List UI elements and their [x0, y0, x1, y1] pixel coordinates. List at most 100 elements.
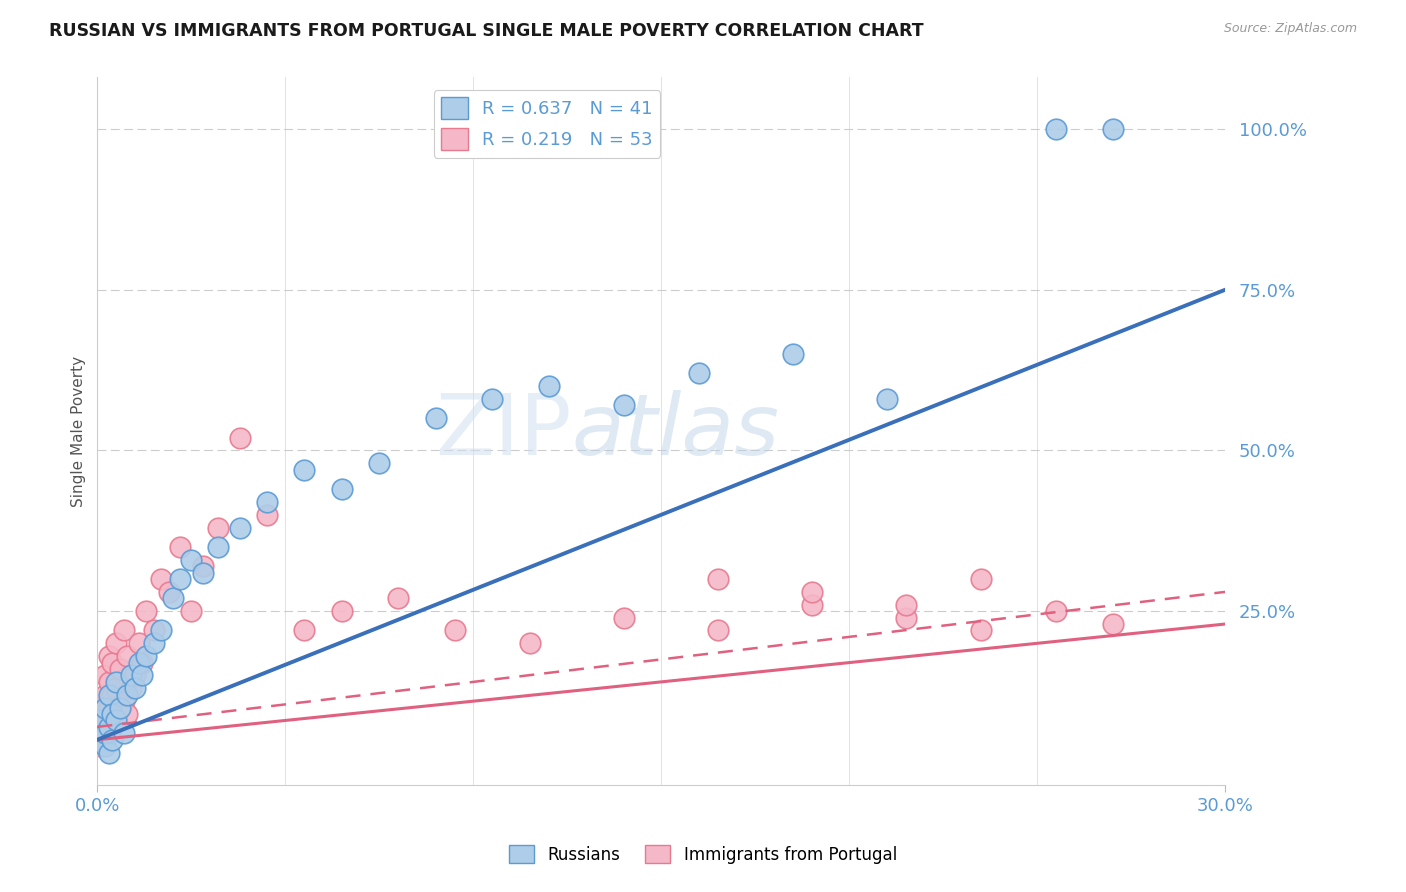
- Text: atlas: atlas: [571, 390, 779, 473]
- Point: [613, 610, 636, 624]
- Point: [124, 681, 146, 696]
- Y-axis label: Single Male Poverty: Single Male Poverty: [72, 356, 86, 507]
- Point: [97, 674, 120, 689]
- Point: [169, 540, 191, 554]
- Point: [90, 739, 112, 754]
- Point: [94, 700, 117, 714]
- Point: [117, 649, 139, 664]
- Point: [894, 610, 917, 624]
- Point: [180, 604, 202, 618]
- Point: [112, 694, 135, 708]
- Point: [124, 668, 146, 682]
- Point: [481, 392, 503, 406]
- Point: [707, 624, 730, 638]
- Point: [707, 572, 730, 586]
- Point: [1101, 617, 1123, 632]
- Point: [108, 700, 131, 714]
- Point: [162, 591, 184, 606]
- Point: [101, 720, 124, 734]
- Point: [1101, 121, 1123, 136]
- Point: [229, 520, 252, 534]
- Point: [169, 572, 191, 586]
- Point: [150, 572, 173, 586]
- Point: [292, 463, 315, 477]
- Point: [128, 636, 150, 650]
- Point: [97, 649, 120, 664]
- Point: [191, 559, 214, 574]
- Point: [112, 726, 135, 740]
- Point: [256, 495, 278, 509]
- Point: [97, 688, 120, 702]
- Point: [894, 598, 917, 612]
- Point: [117, 688, 139, 702]
- Point: [387, 591, 409, 606]
- Point: [150, 624, 173, 638]
- Text: ZIP: ZIP: [434, 390, 571, 473]
- Point: [1045, 604, 1067, 618]
- Point: [425, 411, 447, 425]
- Point: [135, 649, 157, 664]
- Point: [108, 662, 131, 676]
- Point: [330, 482, 353, 496]
- Point: [970, 624, 993, 638]
- Point: [537, 379, 560, 393]
- Point: [90, 732, 112, 747]
- Point: [90, 700, 112, 714]
- Point: [800, 585, 823, 599]
- Point: [105, 636, 128, 650]
- Point: [256, 508, 278, 522]
- Point: [688, 366, 710, 380]
- Point: [876, 392, 898, 406]
- Point: [94, 668, 117, 682]
- Point: [519, 636, 541, 650]
- Point: [94, 726, 117, 740]
- Point: [782, 347, 804, 361]
- Point: [97, 746, 120, 760]
- Point: [191, 566, 214, 580]
- Point: [97, 700, 120, 714]
- Point: [105, 714, 128, 728]
- Point: [101, 688, 124, 702]
- Text: RUSSIAN VS IMMIGRANTS FROM PORTUGAL SINGLE MALE POVERTY CORRELATION CHART: RUSSIAN VS IMMIGRANTS FROM PORTUGAL SING…: [49, 22, 924, 40]
- Text: Source: ZipAtlas.com: Source: ZipAtlas.com: [1223, 22, 1357, 36]
- Point: [112, 624, 135, 638]
- Point: [142, 636, 165, 650]
- Point: [131, 668, 153, 682]
- Point: [131, 656, 153, 670]
- Point: [101, 706, 124, 721]
- Point: [97, 726, 120, 740]
- Point: [94, 732, 117, 747]
- Point: [142, 624, 165, 638]
- Point: [1045, 121, 1067, 136]
- Legend: Russians, Immigrants from Portugal: Russians, Immigrants from Portugal: [502, 838, 904, 871]
- Point: [101, 732, 124, 747]
- Point: [207, 520, 229, 534]
- Point: [108, 700, 131, 714]
- Point: [157, 585, 180, 599]
- Point: [180, 552, 202, 566]
- Point: [94, 688, 117, 702]
- Legend: R = 0.637   N = 41, R = 0.219   N = 53: R = 0.637 N = 41, R = 0.219 N = 53: [433, 90, 661, 158]
- Point: [229, 431, 252, 445]
- Point: [368, 456, 391, 470]
- Point: [120, 681, 142, 696]
- Point: [117, 706, 139, 721]
- Point: [90, 720, 112, 734]
- Point: [97, 720, 120, 734]
- Point: [443, 624, 465, 638]
- Point: [90, 714, 112, 728]
- Point: [94, 739, 117, 754]
- Point: [292, 624, 315, 638]
- Point: [105, 714, 128, 728]
- Point: [613, 398, 636, 412]
- Point: [101, 656, 124, 670]
- Point: [135, 604, 157, 618]
- Point: [970, 572, 993, 586]
- Point: [207, 540, 229, 554]
- Point: [94, 714, 117, 728]
- Point: [120, 668, 142, 682]
- Point: [128, 656, 150, 670]
- Point: [105, 681, 128, 696]
- Point: [105, 674, 128, 689]
- Point: [330, 604, 353, 618]
